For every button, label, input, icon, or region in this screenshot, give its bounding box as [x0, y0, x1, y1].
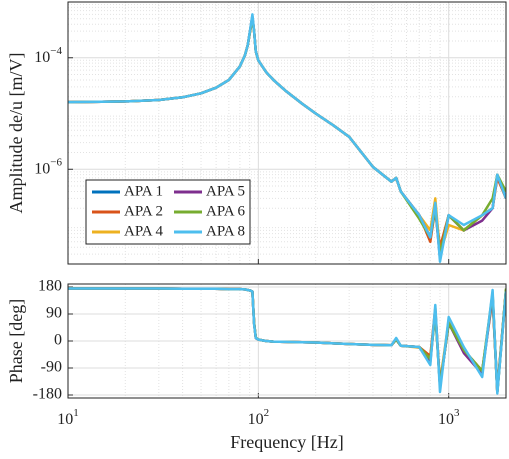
- x-tick-label: 102: [248, 407, 270, 428]
- y-tick-label: -180: [33, 386, 62, 403]
- series-line: [68, 13, 506, 263]
- x-tick-label: 103: [438, 407, 460, 428]
- y-tick-label: -90: [41, 359, 62, 376]
- axes-frame: [67, 283, 507, 399]
- y-tick-label: 10−4: [34, 44, 62, 65]
- y-axis-label: Phase [deg]: [6, 299, 26, 383]
- y-tick-label: 10−6: [34, 156, 62, 177]
- legend-label: APA 5: [206, 183, 245, 199]
- legend-label: APA 8: [206, 223, 245, 239]
- legend-label: APA 4: [124, 223, 164, 239]
- axes-frame: [67, 1, 507, 265]
- series-line: [68, 287, 506, 395]
- legend-label: APA 6: [206, 203, 246, 219]
- legend-label: APA 1: [124, 183, 163, 199]
- y-tick-label: 180: [38, 278, 62, 295]
- y-axis-label: Amplitude de/u [m/V]: [6, 53, 26, 214]
- x-tick-label: 101: [57, 407, 79, 428]
- y-tick-label: 0: [54, 332, 62, 349]
- x-axis-label: Frequency [Hz]: [230, 432, 343, 452]
- legend-label: APA 2: [124, 203, 163, 219]
- y-tick-label: 90: [46, 305, 62, 322]
